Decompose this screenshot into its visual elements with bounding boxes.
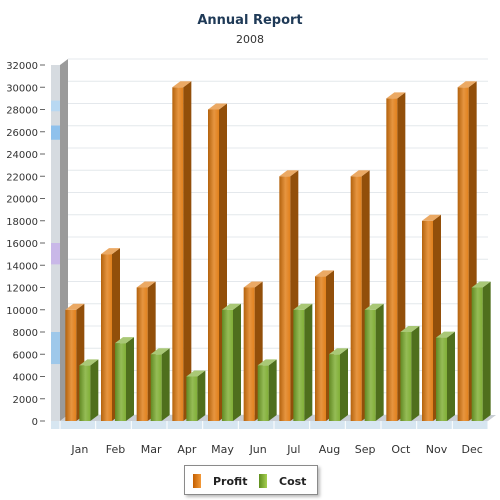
- x-tick-label: Apr: [177, 443, 197, 456]
- x-tick-label: Nov: [426, 443, 448, 456]
- left-wall-band: [51, 332, 60, 365]
- y-tick-label: 6000: [13, 350, 38, 361]
- x-tick-label: Jul: [286, 443, 300, 456]
- legend-swatch-profit: [193, 474, 201, 488]
- legend-label-profit: Profit: [213, 474, 248, 488]
- bar-cost-aug: [329, 348, 348, 421]
- chart-title: Annual Report: [197, 13, 303, 28]
- legend-item-cost[interactable]: Cost: [259, 473, 306, 489]
- bar-cost-jul: [293, 303, 313, 421]
- y-tick-label: 14000: [6, 261, 38, 272]
- chart-subtitle: 2008: [236, 33, 264, 46]
- legend-swatch-cost: [259, 474, 267, 488]
- x-tick-label: May: [211, 443, 234, 456]
- x-tick-label: Feb: [106, 443, 125, 456]
- left-wall-band: [51, 100, 60, 112]
- y-tick-label: 26000: [6, 128, 38, 139]
- bar-profit-apr: [172, 81, 192, 421]
- x-tick-label: Jan: [70, 443, 88, 456]
- y-tick-label: 22000: [6, 172, 38, 183]
- x-tick-label: Mar: [141, 443, 162, 456]
- y-tick-label: 10000: [6, 306, 38, 317]
- left-wall-band: [51, 243, 60, 265]
- x-tick-label: Oct: [391, 443, 411, 456]
- bar-cost-sep: [364, 303, 384, 421]
- y-tick-label: 28000: [6, 106, 38, 117]
- y-tick-label: 20000: [6, 195, 38, 206]
- y-tick-label: 16000: [6, 239, 38, 250]
- x-tick-label: Aug: [319, 443, 340, 456]
- bar-cost-apr: [186, 370, 206, 421]
- y-tick-label: 4000: [13, 373, 38, 384]
- y-tick-label: 30000: [6, 83, 38, 94]
- bar-cost-oct: [400, 326, 420, 421]
- x-tick-label: Sep: [355, 443, 376, 456]
- y-tick-label: 0: [32, 417, 38, 428]
- y-tick-label: 18000: [6, 217, 38, 228]
- y-tick-label: 2000: [13, 395, 38, 406]
- y-tick-label: 12000: [6, 284, 38, 295]
- x-tick-label: Dec: [462, 443, 483, 456]
- y-tick-label: 32000: [6, 61, 38, 72]
- bar-cost-mar: [150, 348, 170, 421]
- bar-cost-nov: [436, 331, 455, 421]
- y-tick-label: 8000: [13, 328, 38, 339]
- bar-cost-jan: [79, 359, 99, 421]
- legend-label-cost: Cost: [279, 474, 307, 488]
- bar-cost-jun: [257, 359, 277, 421]
- bar-cost-dec: [471, 281, 491, 421]
- bar-cost-may: [222, 303, 241, 421]
- left-wall-band: [51, 125, 60, 140]
- x-tick-label: Jun: [249, 443, 267, 456]
- bar-cost-feb: [115, 337, 134, 421]
- y-tick-label: 24000: [6, 150, 38, 161]
- chart-legend: Profit Cost: [184, 465, 318, 495]
- floor-front: [51, 421, 488, 429]
- legend-item-profit[interactable]: Profit: [193, 473, 247, 489]
